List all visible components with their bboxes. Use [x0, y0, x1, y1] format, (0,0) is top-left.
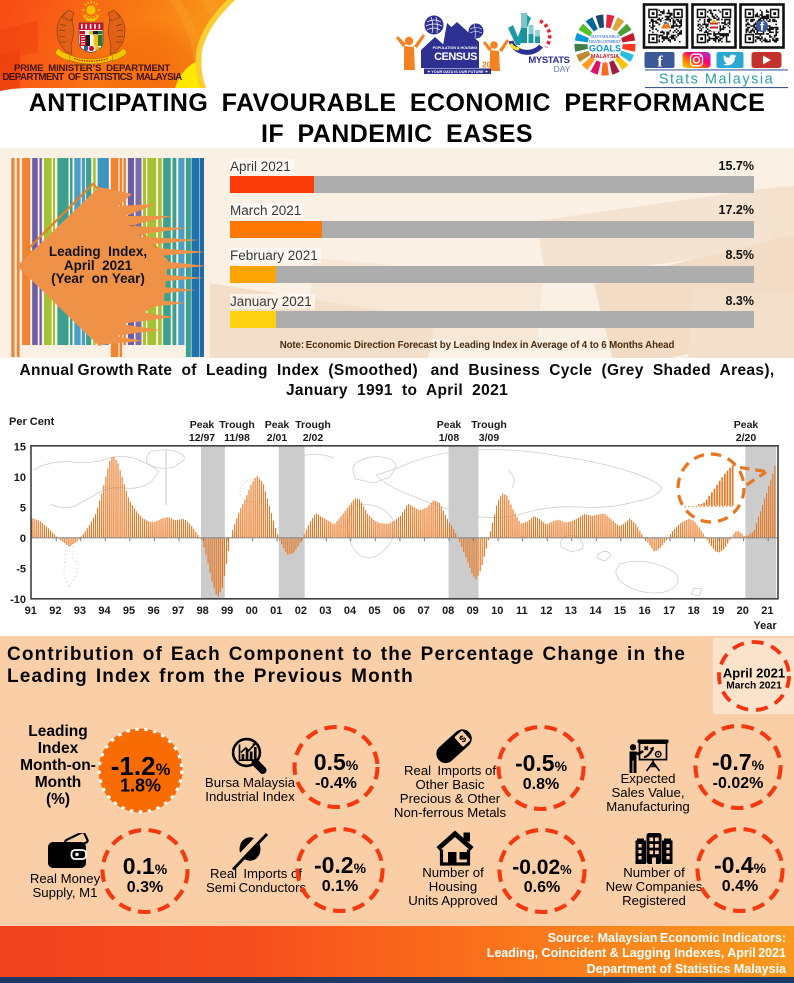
svg-text:20: 20 — [737, 605, 749, 617]
svg-text:SUSTAINABLE: SUSTAINABLE — [590, 34, 620, 39]
svg-text:$: $ — [458, 733, 470, 745]
svg-text:Year: Year — [753, 620, 777, 632]
svg-text:-0.4%: -0.4% — [315, 775, 357, 792]
svg-text:CENSUS: CENSUS — [434, 51, 477, 63]
svg-text:Peak: Peak — [734, 419, 759, 431]
svg-text:99: 99 — [221, 605, 233, 617]
svg-text:f: f — [657, 54, 663, 71]
svg-text:-0.2%: -0.2% — [314, 852, 367, 878]
svg-text:Trough: Trough — [295, 419, 331, 431]
svg-text:12: 12 — [540, 605, 552, 617]
svg-text:MYSTATS: MYSTATS — [528, 55, 569, 66]
svg-text:✦ YOUR DATA IS OUR FUTURE ✦: ✦ YOUR DATA IS OUR FUTURE ✦ — [427, 70, 489, 74]
svg-text:0.6%: 0.6% — [524, 879, 560, 896]
svg-text:91: 91 — [25, 605, 37, 617]
svg-text:2020: 2020 — [482, 61, 500, 70]
svg-text:93: 93 — [74, 605, 86, 617]
svg-text:02: 02 — [295, 605, 307, 617]
svg-text:Trough: Trough — [219, 419, 255, 431]
svg-text:0.3%: 0.3% — [127, 879, 163, 896]
svg-text:April 2021: April 2021 — [723, 666, 785, 681]
svg-text:21: 21 — [761, 605, 773, 617]
svg-text:5: 5 — [20, 502, 26, 514]
svg-text:0.5%: 0.5% — [314, 749, 359, 775]
svg-text:06: 06 — [393, 605, 405, 617]
svg-text:97: 97 — [172, 605, 184, 617]
svg-text:08: 08 — [442, 605, 454, 617]
svg-text:05: 05 — [368, 605, 380, 617]
svg-text:1.8%: 1.8% — [120, 776, 161, 796]
svg-text:10: 10 — [491, 605, 503, 617]
svg-text:Trough: Trough — [471, 419, 507, 431]
svg-text:98: 98 — [197, 605, 209, 617]
svg-text:0.4%: 0.4% — [722, 878, 758, 895]
svg-text:17: 17 — [663, 605, 675, 617]
svg-text:15: 15 — [614, 605, 626, 617]
svg-text:DAY: DAY — [554, 64, 571, 74]
svg-text:04: 04 — [344, 605, 357, 617]
svg-text:15: 15 — [14, 441, 26, 453]
svg-text:POPULATION & HOUSING: POPULATION & HOUSING — [433, 46, 478, 50]
svg-text:Peak: Peak — [190, 419, 215, 431]
svg-text:2/01: 2/01 — [267, 432, 288, 444]
svg-text:3/09: 3/09 — [479, 432, 500, 444]
svg-text:12/97: 12/97 — [189, 432, 215, 444]
svg-text:-1.2%: -1.2% — [111, 751, 171, 781]
svg-text:92: 92 — [49, 605, 61, 617]
svg-text:16: 16 — [638, 605, 650, 617]
svg-text:Per Cent: Per Cent — [9, 416, 55, 428]
svg-text:-0.02%: -0.02% — [713, 775, 764, 792]
svg-text:Peak: Peak — [437, 419, 462, 431]
svg-text:0: 0 — [20, 533, 26, 545]
svg-text:95: 95 — [123, 605, 135, 617]
svg-text:11/98: 11/98 — [224, 432, 250, 444]
svg-text:03: 03 — [319, 605, 331, 617]
svg-text:-0.02%: -0.02% — [512, 856, 572, 879]
svg-text:2/02: 2/02 — [303, 432, 324, 444]
svg-text:13: 13 — [565, 605, 577, 617]
svg-text:0.1%: 0.1% — [123, 853, 168, 879]
svg-text:March 2021: March 2021 — [726, 681, 782, 692]
svg-text:10: 10 — [14, 472, 26, 484]
svg-text:-0.7%: -0.7% — [712, 749, 765, 775]
svg-text:-5: -5 — [16, 563, 26, 575]
svg-text:Peak: Peak — [265, 419, 290, 431]
svg-text:07: 07 — [417, 605, 429, 617]
svg-text:Stats Malaysia: Stats Malaysia — [659, 72, 774, 88]
svg-text:0.1%: 0.1% — [322, 878, 358, 895]
svg-text:DEVELOPMENT: DEVELOPMENT — [589, 39, 621, 44]
svg-text:0.8%: 0.8% — [523, 776, 559, 793]
svg-text:18: 18 — [688, 605, 700, 617]
svg-text:96: 96 — [147, 605, 159, 617]
svg-text:-0.4%: -0.4% — [714, 852, 767, 878]
svg-text:00: 00 — [246, 605, 258, 617]
svg-text:11: 11 — [516, 605, 528, 617]
svg-text:GOALS: GOALS — [589, 44, 621, 54]
svg-text:f: f — [760, 20, 765, 34]
svg-text:2/20: 2/20 — [736, 432, 757, 444]
svg-text:MALAYSIA: MALAYSIA — [437, 61, 475, 70]
svg-text:09: 09 — [467, 605, 479, 617]
svg-text:19: 19 — [712, 605, 724, 617]
svg-text:1/08: 1/08 — [439, 432, 460, 444]
svg-text:01: 01 — [270, 605, 282, 617]
svg-text:94: 94 — [98, 605, 111, 617]
svg-text:MALAYSIA: MALAYSIA — [591, 54, 619, 60]
svg-text:14: 14 — [589, 605, 602, 617]
svg-text:-10: -10 — [10, 594, 26, 606]
